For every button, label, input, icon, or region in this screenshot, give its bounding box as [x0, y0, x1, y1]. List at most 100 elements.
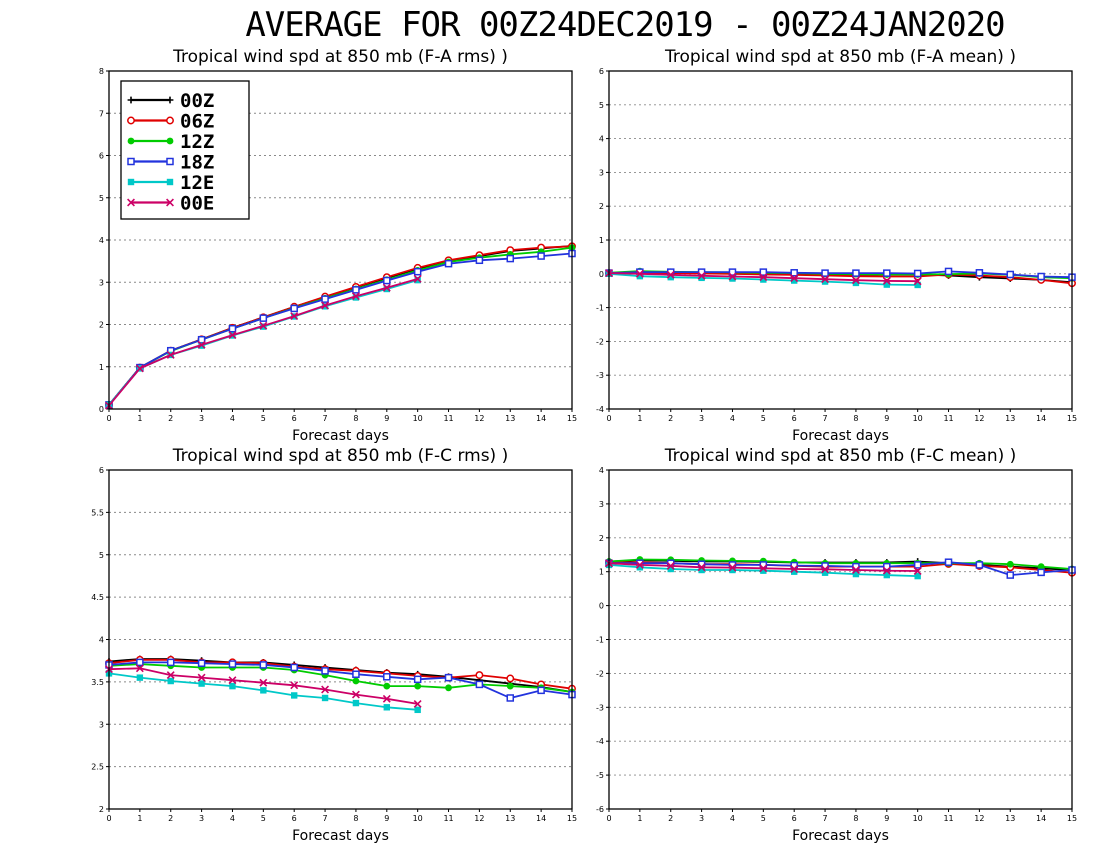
data-point — [383, 285, 390, 293]
data-point — [667, 565, 674, 573]
x-tick-label: 8 — [353, 414, 358, 423]
data-point — [760, 276, 767, 283]
x-tick-label: 15 — [1067, 814, 1077, 823]
plot-frame — [608, 70, 1073, 410]
x-tick-label: 15 — [567, 414, 577, 423]
x-tick-label: 10 — [413, 814, 423, 823]
data-point — [291, 692, 298, 699]
x-tick-label: 6 — [292, 414, 297, 423]
x-tick-label: 6 — [292, 814, 297, 823]
series-line — [108, 245, 573, 406]
x-tick-label: 10 — [913, 414, 923, 423]
data-point — [321, 694, 329, 702]
data-point — [351, 690, 360, 699]
data-point — [537, 686, 545, 695]
y-tick-label: 3.5 — [91, 678, 104, 687]
legend-label: 12Z — [180, 131, 214, 153]
x-tick-label: 8 — [353, 814, 358, 823]
data-point — [790, 269, 798, 277]
data-point — [913, 277, 922, 286]
data-point — [197, 659, 206, 667]
data-point — [506, 682, 514, 690]
legend-entry-18z: 18Z — [127, 152, 214, 174]
data-point — [352, 294, 360, 301]
legend-marker — [127, 116, 135, 125]
data-point — [290, 681, 299, 690]
data-point — [697, 563, 706, 572]
data-point — [975, 561, 984, 569]
x-tick-label: 0 — [606, 814, 611, 823]
x-tick-label: 4 — [730, 414, 735, 423]
data-point — [882, 566, 891, 575]
legend-marker — [166, 137, 174, 145]
x-tick-label: 11 — [443, 414, 453, 423]
data-point — [475, 671, 484, 680]
y-tick-label: -1 — [596, 304, 604, 313]
data-point — [760, 567, 767, 574]
y-tick-label: 6 — [99, 152, 104, 161]
y-tick-label: 3 — [599, 500, 604, 509]
data-point — [228, 660, 237, 668]
y-tick-label: 1 — [599, 568, 604, 577]
x-tick-label: 2 — [668, 814, 673, 823]
x-tick-label: 14 — [1036, 814, 1046, 823]
data-point — [352, 670, 360, 678]
y-tick-label: -2 — [596, 337, 604, 346]
data-point — [228, 676, 237, 685]
legend-marker — [127, 96, 135, 104]
data-point — [791, 277, 798, 284]
x-tick-label: 6 — [792, 414, 797, 423]
data-point — [883, 281, 890, 288]
data-point — [414, 276, 421, 284]
data-point — [791, 568, 798, 575]
data-point — [259, 314, 268, 322]
x-tick-label: 1 — [137, 414, 142, 423]
data-point — [975, 269, 984, 277]
y-tick-label: 2 — [599, 534, 604, 543]
x-axis-label: Forecast days — [292, 428, 389, 444]
legend-marker — [166, 157, 174, 166]
data-point — [445, 684, 452, 692]
data-point — [1006, 270, 1015, 279]
x-tick-label: 9 — [884, 814, 889, 823]
data-point — [197, 673, 206, 682]
x-tick-label: 1 — [637, 814, 642, 823]
panel-title: Tropical wind spd at 850 mb (F-A mean) ) — [664, 47, 1016, 67]
chart-panel-4: Tropical wind spd at 850 mb (F-C mean) )… — [596, 446, 1077, 844]
data-point — [1006, 571, 1015, 579]
data-point — [666, 270, 675, 279]
data-point — [759, 564, 768, 573]
data-point — [851, 276, 860, 285]
data-point — [167, 677, 174, 685]
x-tick-label: 7 — [323, 414, 328, 423]
legend-marker — [166, 116, 174, 125]
y-tick-label: 0 — [599, 270, 604, 279]
data-point — [444, 673, 453, 682]
y-tick-label: 0 — [99, 405, 104, 414]
x-tick-label: 13 — [505, 414, 515, 423]
x-tick-label: 2 — [168, 814, 173, 823]
legend-label: 12E — [180, 172, 214, 194]
x-tick-label: 7 — [823, 414, 828, 423]
x-tick-label: 3 — [699, 414, 704, 423]
x-tick-label: 12 — [974, 414, 984, 423]
x-tick-label: 12 — [974, 814, 984, 823]
data-point — [913, 269, 922, 278]
data-point — [166, 671, 175, 680]
data-point — [1037, 563, 1045, 571]
data-point — [259, 321, 268, 330]
data-point — [382, 283, 391, 292]
legend-marker — [166, 178, 174, 186]
x-tick-label: 11 — [443, 814, 453, 823]
x-tick-label: 4 — [230, 814, 235, 823]
data-point — [883, 269, 891, 277]
legend-marker — [127, 198, 135, 207]
y-tick-label: 2 — [99, 321, 104, 330]
x-tick-label: 3 — [199, 814, 204, 823]
y-tick-label: 3 — [599, 168, 604, 177]
x-tick-label: 1 — [637, 414, 642, 423]
data-point — [667, 273, 674, 281]
data-point — [506, 674, 515, 683]
data-point — [666, 561, 675, 570]
